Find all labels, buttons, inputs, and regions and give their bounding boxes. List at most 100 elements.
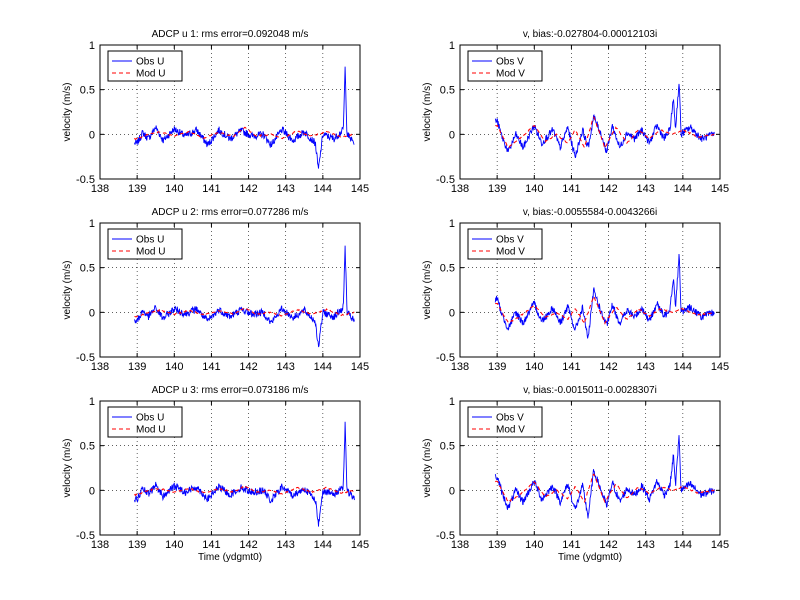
plot-title: ADCP u 3: rms error=0.073186 m/s [152,385,309,396]
y-tick-label: 1 [89,396,95,408]
y-axis-label: velocity (m/s) [422,439,433,498]
y-tick-label: 1 [449,396,455,408]
plot-title: ADCP u 2: rms error=0.077286 m/s [152,207,309,218]
x-tick-label: 144 [314,539,332,551]
y-tick-label: -0.5 [436,352,455,364]
x-axis-label: Time (ydgmt0) [558,552,622,563]
subplot-4: 138 139 140 141 142 143 144 145 -0.5 0 0.5 1 v, bias… [422,207,729,373]
legend-label: Obs V [496,235,524,246]
x-tick-label: 141 [202,539,220,551]
x-tick-label: 144 [314,361,332,373]
series-line-mod-u [134,126,355,141]
legend-box [107,228,183,260]
plot-area [494,435,715,519]
plot-area [134,66,355,169]
x-tick-label: 143 [277,183,295,195]
y-axis-label: velocity (m/s) [62,439,73,498]
x-tick-label: 142 [239,361,257,373]
x-tick-label: 142 [599,361,617,373]
x-tick-label: 138 [451,361,469,373]
plot-area [494,83,715,159]
y-tick-label: -0.5 [436,530,455,542]
x-tick-label: 141 [562,361,580,373]
x-tick-label: 143 [277,361,295,373]
x-tick-label: 138 [91,183,109,195]
x-tick-label: 145 [351,539,369,551]
x-tick-label: 144 [674,183,692,195]
y-tick-label: -0.5 [76,352,95,364]
subplot-6: 138 139 140 141 142 143 144 145 -0.5 0 0.5 1 v, bias… [422,385,729,563]
y-tick-label: 0 [89,129,95,141]
subplot-2: 138 139 140 141 142 143 144 145 -0.5 0 0.5 1 v, bias… [422,29,729,195]
legend-label: Obs U [136,57,164,68]
y-tick-label: 1 [449,40,455,52]
x-tick-label: 139 [488,183,506,195]
y-tick-label: -0.5 [76,530,95,542]
legend-label: Obs V [496,57,524,68]
x-tick-label: 145 [351,183,369,195]
x-tick-label: 142 [239,539,257,551]
y-tick-label: 1 [89,218,95,230]
y-tick-label: 0 [89,307,95,319]
series-line-obs-u [134,66,355,169]
y-tick-label: 0.5 [440,85,455,97]
x-tick-label: 142 [599,183,617,195]
legend-label: Mod V [496,247,525,258]
legend-label: Obs U [136,413,164,424]
y-tick-label: 1 [89,40,95,52]
legend-label: Obs V [496,413,524,424]
plot-area [134,421,355,527]
x-tick-label: 145 [711,183,729,195]
x-tick-label: 142 [599,539,617,551]
y-tick-label: 0.5 [80,263,95,275]
legend-label: Mod V [496,425,525,436]
x-axis-label: Time (ydgmt0) [198,552,262,563]
y-tick-label: 0.5 [440,441,455,453]
series-line-obs-v [494,435,715,519]
x-tick-label: 143 [637,539,655,551]
plot-title: v, bias:-0.0015011-0.0028307i [523,385,657,396]
legend-label: Mod U [136,69,165,80]
series-line-mod-v [494,294,715,326]
legend-box [467,50,543,82]
x-tick-label: 145 [351,361,369,373]
x-tick-label: 139 [128,361,146,373]
plot-title: v, bias:-0.027804-0.00012103i [523,29,657,40]
y-tick-label: 0.5 [80,85,95,97]
x-tick-label: 141 [202,183,220,195]
x-tick-label: 143 [637,183,655,195]
x-tick-label: 141 [202,361,220,373]
legend-label: Mod V [496,69,525,80]
y-axis-label: velocity (m/s) [422,83,433,142]
legend-label: Obs U [136,235,164,246]
x-tick-label: 141 [562,539,580,551]
x-tick-label: 143 [637,361,655,373]
y-tick-label: 0 [449,307,455,319]
series-line-obs-u [134,245,355,348]
x-tick-label: 140 [525,183,543,195]
subplot-3: 138 139 140 141 142 143 144 145 -0.5 0 0.5 1 ADCP u … [62,207,369,373]
legend-box [467,406,543,438]
x-tick-label: 139 [488,361,506,373]
y-tick-label: 0 [89,485,95,497]
x-tick-label: 142 [239,183,257,195]
y-tick-label: 0.5 [80,441,95,453]
y-tick-label: -0.5 [76,174,95,186]
x-tick-label: 143 [277,539,295,551]
plot-area [134,245,355,348]
plot-title: v, bias:-0.0055584-0.0043266i [523,207,657,218]
series-line-mod-v [495,473,715,503]
plot-area [494,253,715,339]
x-tick-label: 139 [128,539,146,551]
x-tick-label: 141 [562,183,580,195]
x-tick-label: 138 [451,183,469,195]
legend-box [107,406,183,438]
x-tick-label: 138 [91,539,109,551]
x-tick-label: 140 [525,539,543,551]
x-tick-label: 140 [165,183,183,195]
x-tick-label: 145 [711,539,729,551]
